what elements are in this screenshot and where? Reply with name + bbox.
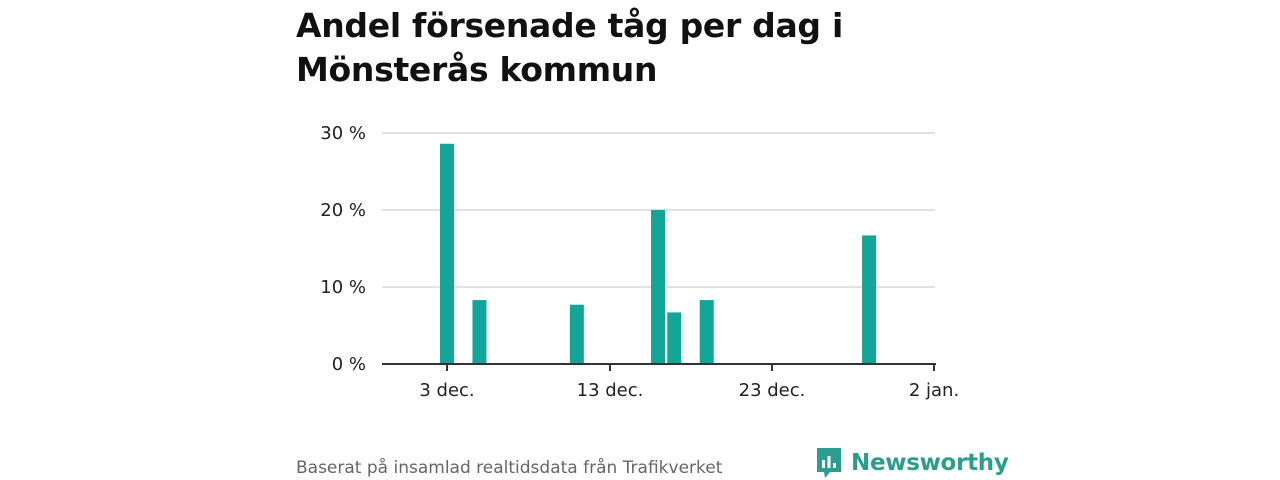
x-tick-label: 13 dec. [577, 380, 644, 401]
brand-name: Newsworthy [851, 450, 1009, 476]
bar [472, 300, 487, 364]
newsworthy-logo: Newsworthy [815, 446, 1009, 480]
x-tick-label: 3 dec. [419, 380, 474, 401]
x-tick-label: 2 jan. [909, 380, 959, 401]
bar-chart: 0 % 10 % 20 % 30 % 3 dec. 13 dec. 23 dec. 2 jan… [320, 123, 959, 401]
bar [651, 210, 666, 364]
source-note: Baserat på insamlad realtidsdata från Tr… [296, 458, 723, 478]
bar [569, 304, 584, 364]
bar [699, 300, 714, 364]
y-tick-label: 0 % [332, 354, 366, 375]
bar [862, 235, 877, 364]
y-tick-label: 10 % [320, 277, 366, 298]
chart-title: Andel försenade tåg per dag i Mönsterås … [296, 6, 843, 89]
y-tick-label: 20 % [320, 200, 366, 221]
x-tick-label: 23 dec. [739, 380, 806, 401]
bar [440, 143, 454, 364]
newsworthy-icon [817, 448, 841, 478]
y-tick-label: 30 % [320, 123, 366, 144]
bar [667, 312, 682, 364]
